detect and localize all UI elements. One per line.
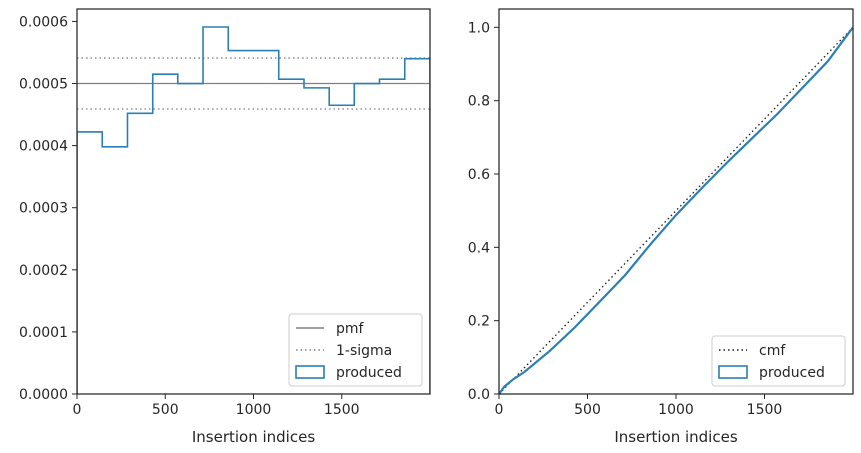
cmf-legend-handle-produced: [718, 365, 748, 379]
pmf-legend-box: [288, 313, 423, 387]
pmf-series-produced: [77, 26, 430, 394]
cmf-y-tick-label: 0.4: [468, 240, 490, 256]
pmf-y-tick-label: 0.0005: [19, 77, 68, 93]
pmf-legend-handle-produced: [295, 365, 325, 379]
cmf-x-axis-label: Insertion indices: [614, 428, 737, 446]
pmf-x-axis-label: Insertion indices: [192, 428, 315, 446]
cmf-legend-label-produced: produced: [759, 365, 825, 381]
pmf-x-tick-label: 1500: [324, 402, 360, 418]
cmf-series-produced: [499, 26, 853, 394]
pmf-y-tick-label: 0.0001: [19, 325, 68, 341]
pmf-panel: 0 500 1000 1500 0.0000 0.0001 0.0002 0.0003 0.00…: [19, 8, 431, 446]
cmf-legend: cmf produced: [711, 335, 846, 387]
pmf-y-tick-label: 0.0000: [19, 387, 68, 403]
pmf-legend: pmf 1-sigma produced: [288, 313, 423, 387]
pmf-legend-label-produced: produced: [336, 365, 402, 381]
cmf-legend-label-cmf: cmf: [759, 343, 786, 359]
cmf-y-tick-label: 0.0: [468, 387, 490, 403]
cmf-y-tick-label: 1.0: [468, 20, 490, 36]
cmf-panel: 0 500 1000 1500 0.0 0.2 0.4 0.6 0.8 1.0 Insertion…: [468, 8, 854, 446]
cmf-y-tick-label: 0.6: [468, 167, 490, 183]
cmf-legend-box: [711, 335, 846, 387]
pmf-x-tick-label: 1000: [236, 402, 272, 418]
pmf-y-tick-label: 0.0002: [19, 263, 68, 279]
cmf-y-tick-label: 0.2: [468, 314, 490, 330]
pmf-y-tick-label: 0.0004: [19, 139, 68, 155]
cmf-x-tick-label: 500: [574, 402, 601, 418]
cmf-x-tick-label: 0: [495, 402, 504, 418]
pmf-x-tick-label: 500: [152, 402, 179, 418]
pmf-y-tick-label: 0.0003: [19, 201, 68, 217]
cmf-x-tick-label: 1500: [747, 402, 783, 418]
cmf-x-tick-label: 1000: [658, 402, 694, 418]
pmf-legend-label-pmf: pmf: [336, 321, 365, 337]
pmf-x-tick-label: 0: [73, 402, 82, 418]
pmf-legend-label-1-sigma: 1-sigma: [336, 343, 392, 359]
pmf-y-tick-label: 0.0006: [19, 14, 68, 30]
cmf-y-tick-label: 0.8: [468, 94, 490, 110]
